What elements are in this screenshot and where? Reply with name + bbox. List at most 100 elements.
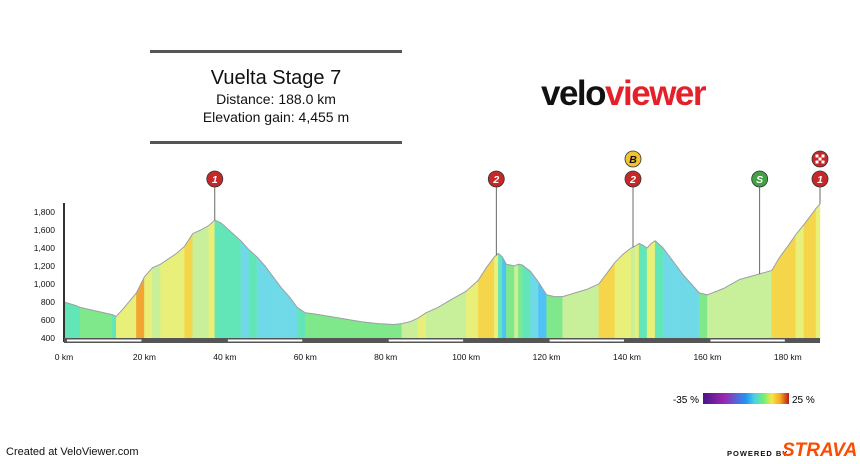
climb-marker-label: 2: [629, 174, 636, 186]
x-tick-label: 160 km: [693, 352, 721, 362]
climb-marker: [751, 170, 769, 188]
x-axis-stripe: [710, 339, 785, 342]
profile-segment: [815, 203, 821, 339]
profile-segment: [361, 321, 378, 339]
profile-segment: [538, 281, 547, 339]
y-tick-label: 1,000: [34, 279, 56, 289]
profile-segment: [574, 289, 587, 339]
climb-marker: [811, 170, 829, 188]
x-axis-stripe: [227, 339, 303, 342]
finish-flag-icon: [811, 150, 829, 168]
x-tick-label: 0 km: [55, 352, 73, 362]
x-axis-stripe: [388, 339, 464, 342]
profile-segment: [630, 245, 636, 339]
stage-title: Vuelta Stage 7: [210, 67, 342, 89]
x-tick-label: 60 km: [294, 352, 317, 362]
climb-marker-label: S: [756, 174, 763, 186]
profile-segment: [95, 310, 113, 339]
gradient-legend-min: -35 %: [673, 395, 699, 406]
x-tick-label: 180 km: [774, 352, 802, 362]
profile-segment: [160, 258, 169, 339]
gradient-legend-bar: [703, 393, 789, 404]
profile-segment: [699, 292, 708, 339]
profile-segment: [79, 307, 97, 339]
profile-segment: [586, 283, 600, 339]
climb-marker: [624, 170, 642, 188]
profile-segment: [622, 247, 632, 339]
profile-segment: [723, 279, 740, 339]
profile-segment: [63, 301, 77, 339]
profile-segment: [305, 312, 314, 339]
x-tick-label: 80 km: [374, 352, 397, 362]
profile-segment: [634, 243, 640, 339]
profile-segment: [264, 265, 274, 339]
y-tick-label: 800: [41, 297, 55, 307]
profile-segment: [522, 264, 531, 339]
stage-title-box: Vuelta Stage 7 Distance: 188.0 km Elevat…: [150, 50, 402, 144]
profile-segment: [75, 305, 81, 339]
climb-marker-label: 2: [492, 174, 499, 186]
climb-markers: 1 2 2 B S 1: [206, 150, 829, 274]
profile-segment: [739, 274, 756, 339]
profile-segment: [176, 245, 185, 339]
veloviewer-logo: veloviewer: [541, 74, 707, 113]
profile-segment: [650, 240, 656, 339]
bonus-marker: [624, 150, 642, 168]
stage-distance: Distance: 188.0 km: [216, 91, 336, 107]
profile-segment: [144, 267, 153, 339]
climb-marker-label: 1: [212, 174, 218, 186]
profile-segment: [675, 263, 684, 339]
profile-segment: [811, 207, 817, 339]
profile-segment: [377, 323, 394, 339]
profile-segment: [494, 252, 499, 339]
profile-segment: [803, 213, 813, 339]
profile-segment: [554, 296, 563, 339]
climb-marker-label: 1: [817, 174, 823, 186]
finish-flag-check: [815, 160, 819, 164]
stage-elevation-gain: Elevation gain: 4,455 m: [202, 109, 350, 125]
profile-segment: [654, 240, 660, 339]
climb-marker: [206, 170, 224, 188]
profile-segment: [779, 245, 789, 339]
created-at-text: Created at VeloViewer.com: [6, 446, 139, 458]
profile-segment: [707, 288, 724, 339]
profile-segment: [506, 263, 515, 339]
profile-segment: [401, 321, 411, 339]
profile-segment: [486, 256, 495, 339]
bonus-marker-label: B: [629, 154, 637, 166]
profile-segment: [208, 219, 215, 339]
profile-segment: [787, 233, 797, 339]
y-tick-label: 1,400: [34, 243, 56, 253]
finish-flag-check: [821, 154, 825, 158]
profile-segment: [256, 256, 266, 339]
gradient-legend: -35 % 25 %: [673, 393, 815, 406]
y-tick-label: 1,200: [34, 261, 56, 271]
finish-flag-check: [818, 157, 822, 161]
profile-segment: [795, 224, 805, 339]
profile-segment: [514, 263, 519, 339]
profile-segment: [220, 222, 226, 339]
gradient-legend-max: 25 %: [792, 395, 815, 406]
profile-segment: [546, 294, 555, 339]
profile-segment: [329, 316, 346, 339]
profile-segment: [642, 244, 648, 339]
powered-by-text: POWERED BY: [727, 449, 789, 458]
profile-segment: [614, 253, 624, 339]
profile-segment: [449, 290, 467, 339]
profile-segment: [214, 219, 222, 339]
y-tick-label: 1,800: [34, 207, 56, 217]
x-tick-label: 40 km: [213, 352, 236, 362]
profile-segment: [200, 225, 209, 339]
profile-segment: [184, 232, 193, 339]
x-tick-label: 20 km: [133, 352, 156, 362]
profile-segment: [232, 233, 242, 339]
profile-segment: [224, 225, 234, 339]
profile-segment: [662, 247, 668, 339]
profile-segment: [755, 270, 772, 339]
finish-flag-check: [821, 160, 825, 164]
profile-segment: [658, 243, 664, 339]
profile-segment: [313, 313, 330, 339]
profile-segments: [63, 203, 821, 339]
finish-flag-check: [815, 154, 819, 158]
